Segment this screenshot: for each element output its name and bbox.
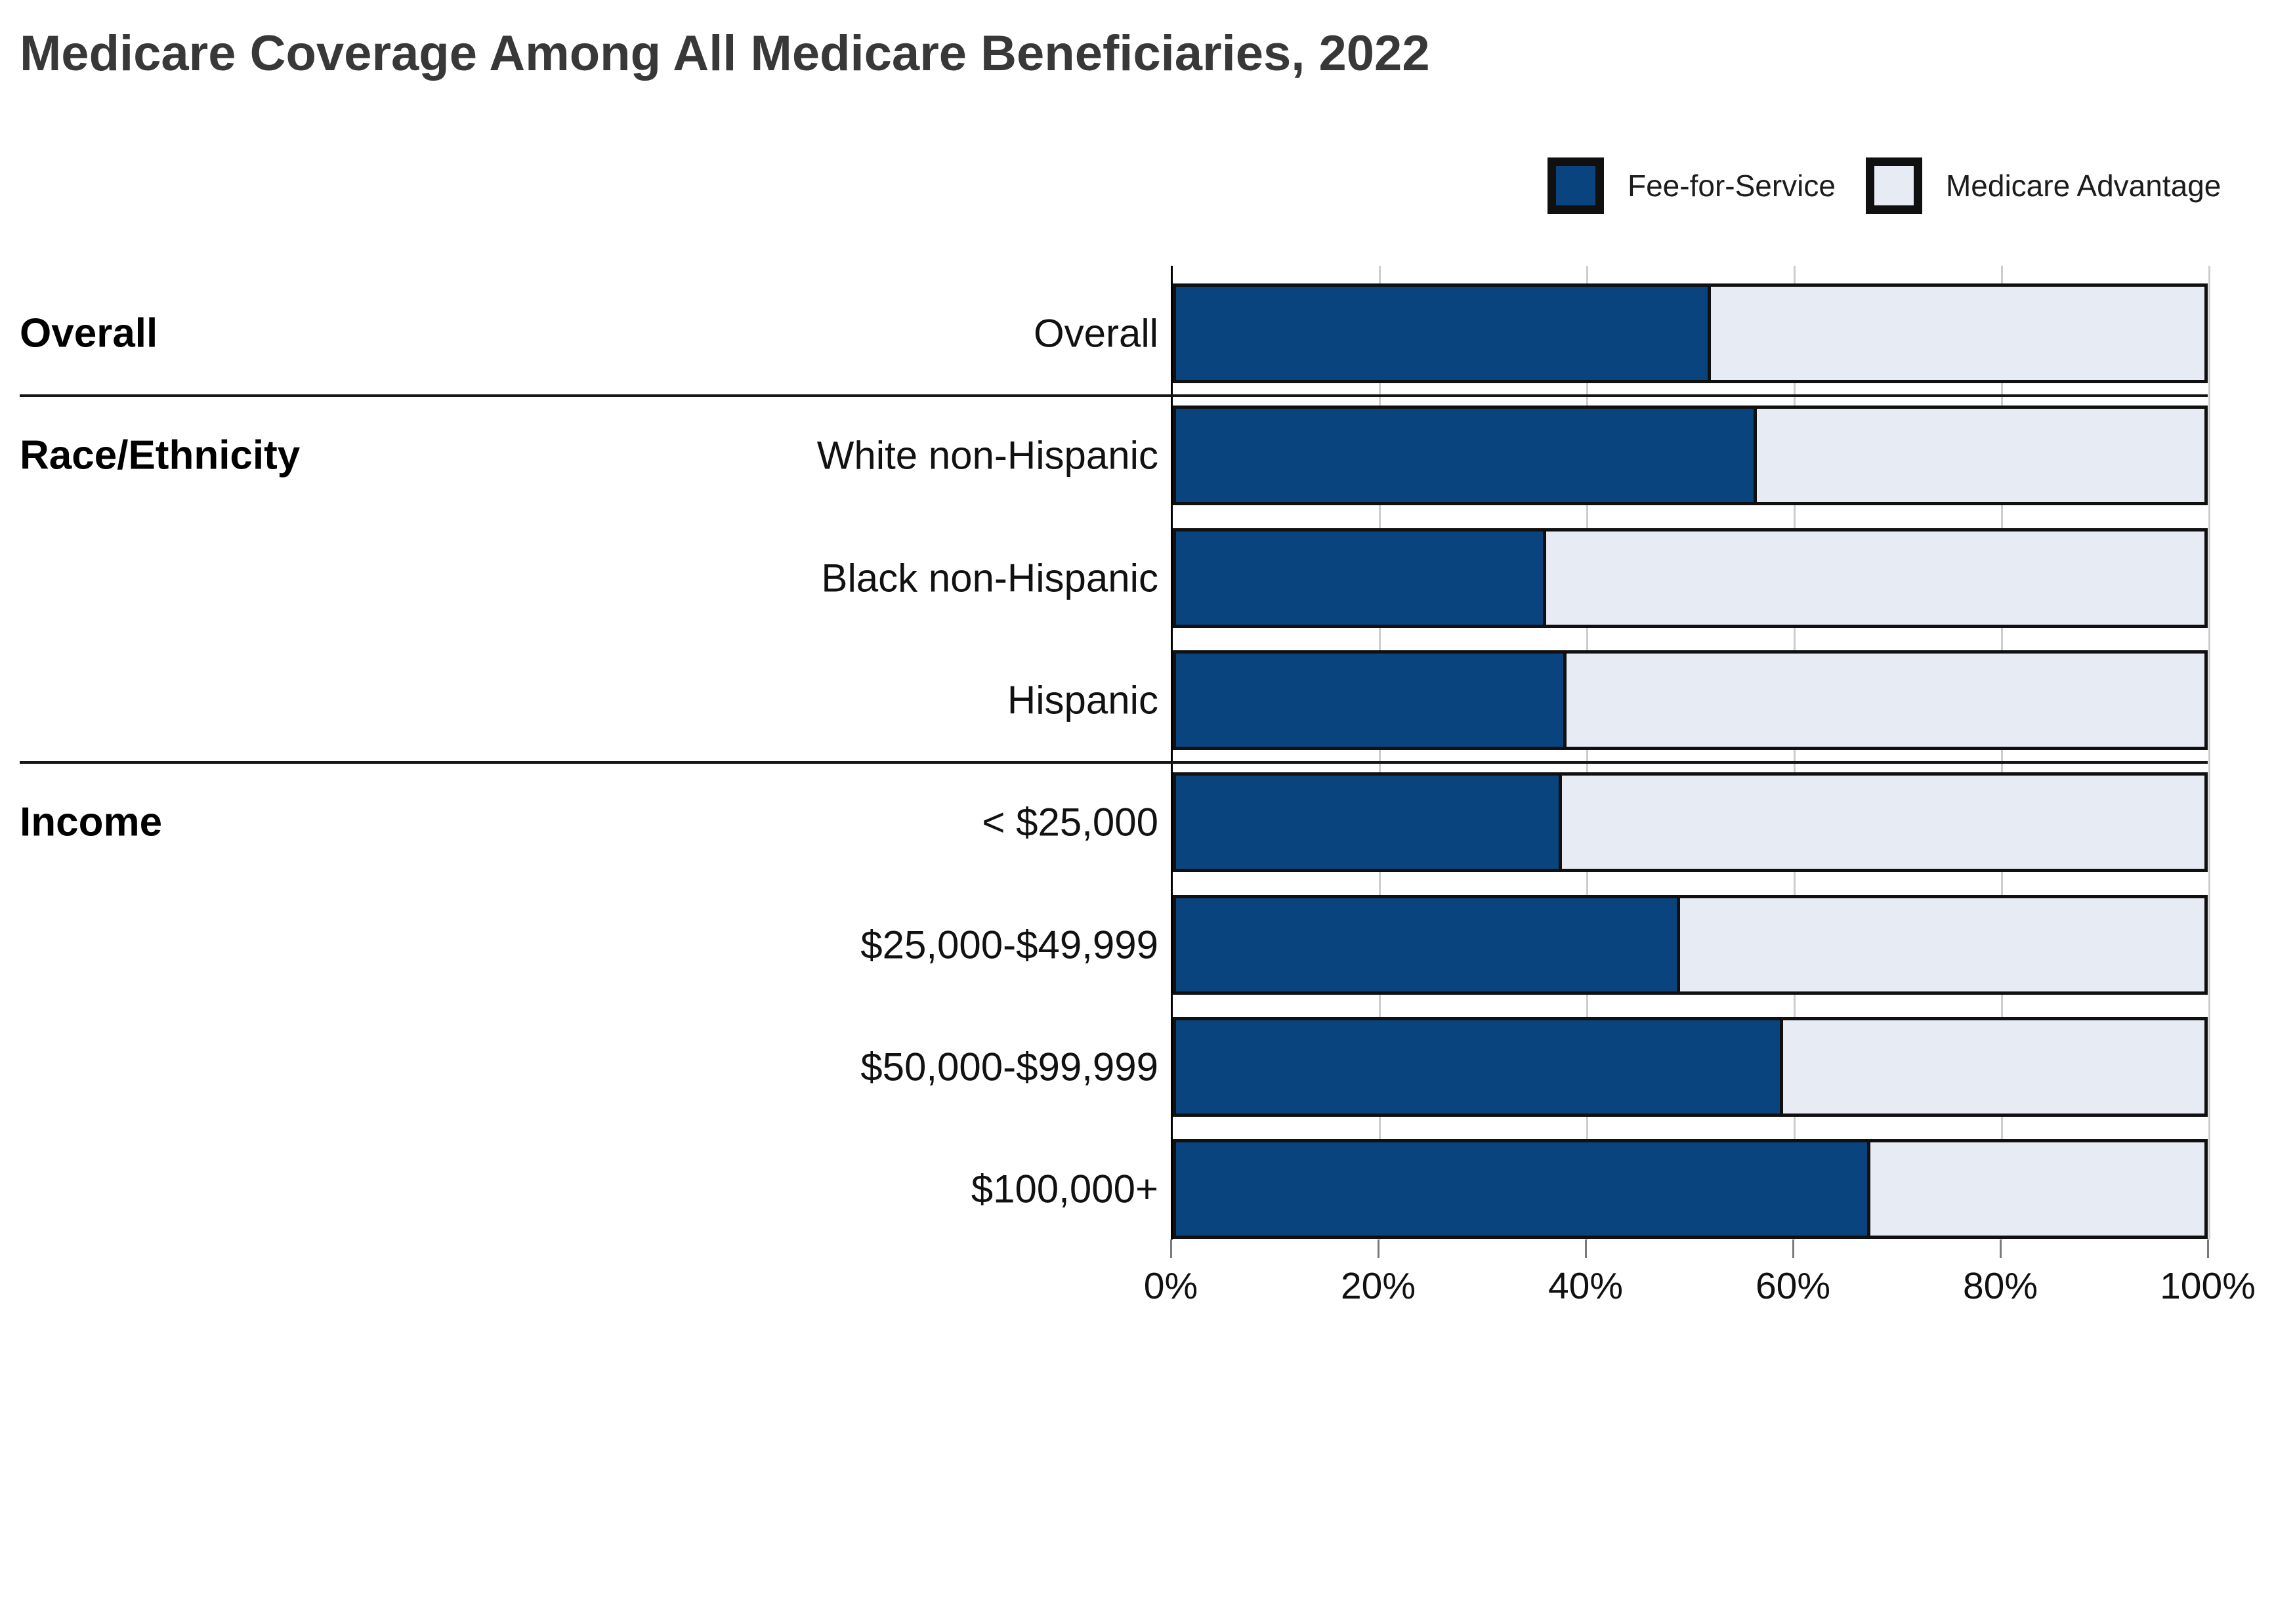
- legend-item-medicare-advantage: Medicare Advantage: [1865, 157, 2221, 214]
- axis-tick-label: 0%: [1143, 1265, 1198, 1307]
- bar-100-000: [1173, 1139, 2208, 1239]
- row-label-white-non-hispanic: White non-Hispanic: [816, 433, 1158, 478]
- bar-25-000-49-999: [1173, 894, 2208, 995]
- chart-title: Medicare Coverage Among All Medicare Ben…: [20, 26, 1430, 81]
- row-label-hispanic: Hispanic: [1007, 678, 1158, 722]
- bar-50-000-99-999: [1173, 1016, 2208, 1117]
- group-label-income: Income: [20, 799, 163, 845]
- legend-item-fee-for-service: Fee-for-Service: [1548, 157, 1836, 214]
- row-label-25-000: < $25,000: [982, 800, 1158, 844]
- axis-tick-label: 80%: [1962, 1265, 2038, 1307]
- axis-tick: [1585, 1239, 1587, 1258]
- medicare-advantage-swatch: [1865, 157, 1922, 214]
- fee-for-service-segment: [1176, 531, 1547, 625]
- bar-black-non-hispanic: [1173, 528, 2208, 628]
- group-label-overall: Overall: [20, 310, 158, 356]
- gridline: [2208, 266, 2210, 1239]
- fee-for-service-segment: [1176, 1142, 1870, 1236]
- fee-for-service-segment: [1176, 653, 1567, 747]
- axis-tick-label: 40%: [1548, 1265, 1624, 1307]
- legend-label-medicare-advantage: Medicare Advantage: [1945, 169, 2221, 203]
- legend-label-fee-for-service: Fee-for-Service: [1628, 169, 1836, 203]
- bar-25-000: [1173, 772, 2208, 873]
- row-label-overall: Overall: [1033, 311, 1158, 356]
- medicare-advantage-segment: [1546, 531, 2204, 625]
- bar-white-non-hispanic: [1173, 406, 2208, 506]
- fee-for-service-segment: [1176, 287, 1711, 380]
- row-label-black-non-hispanic: Black non-Hispanic: [821, 556, 1158, 600]
- fee-for-service-swatch: [1548, 157, 1604, 214]
- row-label-25-000-49-999: $25,000-$49,999: [860, 923, 1158, 967]
- plot-area: [1171, 266, 2210, 1239]
- medicare-advantage-segment: [1679, 898, 2204, 991]
- gridline: [1794, 266, 1796, 1239]
- medicare-advantage-segment: [1782, 1020, 2204, 1114]
- axis-tick: [2207, 1239, 2209, 1258]
- fee-for-service-segment: [1176, 898, 1680, 991]
- bar-overall: [1173, 283, 2208, 383]
- group-label-race-ethnicity: Race/Ethnicity: [20, 432, 301, 478]
- gridline: [1379, 266, 1381, 1239]
- axis-tick-label: 100%: [2160, 1265, 2256, 1307]
- medicare-advantage-segment: [1561, 776, 2204, 869]
- axis-tick-label: 60%: [1755, 1265, 1831, 1307]
- axis-tick: [1378, 1239, 1379, 1258]
- axis-tick: [2000, 1239, 2002, 1258]
- axis-tick-label: 20%: [1340, 1265, 1416, 1307]
- row-label-100-000: $100,000+: [971, 1167, 1158, 1211]
- medicare-advantage-segment: [1757, 409, 2204, 503]
- medicare-advantage-segment: [1710, 287, 2204, 380]
- legend: Fee-for-Service Medicare Advantage: [1548, 157, 2221, 214]
- group-separator: [20, 394, 2208, 398]
- fee-for-service-segment: [1176, 776, 1562, 869]
- bar-hispanic: [1173, 650, 2208, 750]
- row-label-50-000-99-999: $50,000-$99,999: [860, 1045, 1158, 1089]
- gridline: [1586, 266, 1588, 1239]
- medicare-advantage-segment: [1870, 1142, 2204, 1236]
- gridline: [2001, 266, 2003, 1239]
- fee-for-service-segment: [1176, 409, 1758, 503]
- axis-tick: [1792, 1239, 1794, 1258]
- group-separator: [20, 761, 2208, 764]
- medicare-advantage-segment: [1567, 653, 2204, 747]
- axis-tick: [1170, 1239, 1172, 1258]
- fee-for-service-segment: [1176, 1020, 1783, 1114]
